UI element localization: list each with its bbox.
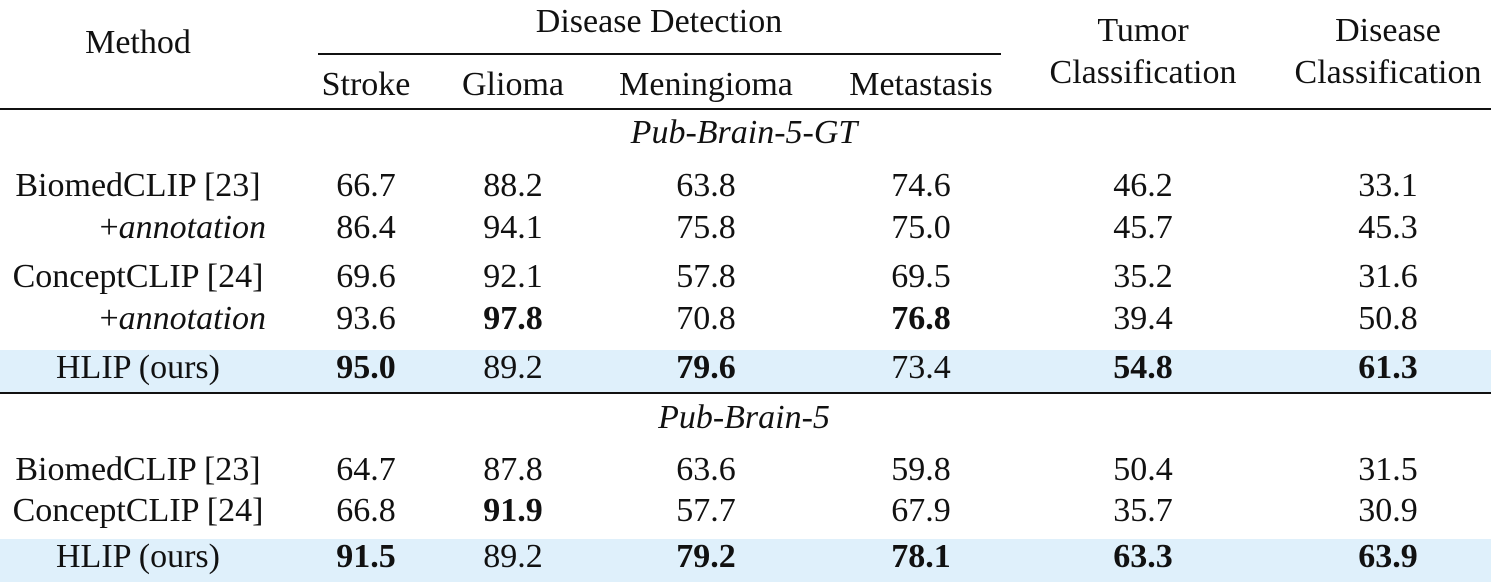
table-cell: 75.8	[676, 209, 736, 246]
table-cell: 61.3	[1358, 349, 1418, 386]
table-cell: 70.8	[676, 300, 736, 337]
table-cell: 63.9	[1358, 538, 1418, 575]
table-cell: 66.8	[336, 492, 396, 529]
group-underline	[318, 53, 1001, 55]
table-cell: 67.9	[891, 492, 951, 529]
table-cell: 45.7	[1113, 209, 1173, 246]
row-method-label: HLIP (ours)	[56, 349, 220, 386]
row-method-label: BiomedCLIP [23]	[15, 451, 261, 488]
row-method-label: HLIP (ours)	[56, 538, 220, 575]
table-cell: 63.8	[676, 167, 736, 204]
table-cell: 76.8	[891, 300, 951, 337]
table-cell: 89.2	[483, 538, 543, 575]
col-metastasis-header: Metastasis	[849, 66, 993, 103]
table-cell: 69.6	[336, 258, 396, 295]
table-cell: 50.8	[1358, 300, 1418, 337]
table-cell: 93.6	[336, 300, 396, 337]
col-tumor-header-line1: Tumor	[1097, 12, 1189, 49]
col-glioma-header: Glioma	[462, 66, 564, 103]
table-cell: 94.1	[483, 209, 543, 246]
method-header: Method	[85, 24, 191, 61]
table-cell: 59.8	[891, 451, 951, 488]
table-cell: 91.9	[483, 492, 543, 529]
row-method-label: +annotation	[99, 300, 266, 337]
table-cell: 92.1	[483, 258, 543, 295]
table-cell: 78.1	[891, 538, 951, 575]
table-cell: 95.0	[336, 349, 396, 386]
row-method-label: BiomedCLIP [23]	[15, 167, 261, 204]
section-rule	[0, 392, 1491, 394]
col-disease-header-line1: Disease	[1335, 12, 1441, 49]
header-rule	[0, 108, 1491, 110]
table-cell: 64.7	[336, 451, 396, 488]
disease-detection-header: Disease Detection	[535, 3, 783, 40]
col-stroke-header: Stroke	[321, 66, 411, 103]
table-cell: 73.4	[891, 349, 951, 386]
table-cell: 79.2	[676, 538, 736, 575]
table-cell: 97.8	[483, 300, 543, 337]
table-cell: 63.6	[676, 451, 736, 488]
row-method-label: +annotation	[99, 209, 266, 246]
table-cell: 33.1	[1358, 167, 1418, 204]
highlight-band	[0, 539, 1491, 582]
table-cell: 69.5	[891, 258, 951, 295]
col-disease-header-line2: Classification	[1294, 54, 1482, 91]
row-method-label: ConceptCLIP [24]	[12, 258, 264, 295]
table-cell: 75.0	[891, 209, 951, 246]
table-cell: 74.6	[891, 167, 951, 204]
table-cell: 87.8	[483, 451, 543, 488]
table-cell: 46.2	[1113, 167, 1173, 204]
table-cell: 54.8	[1113, 349, 1173, 386]
table-cell: 30.9	[1358, 492, 1418, 529]
col-tumor-header-line2: Classification	[1049, 54, 1237, 91]
section-title: Pub-Brain-5-GT	[630, 114, 858, 151]
table-cell: 86.4	[336, 209, 396, 246]
table-cell: 88.2	[483, 167, 543, 204]
row-method-label: ConceptCLIP [24]	[12, 492, 264, 529]
table-cell: 31.5	[1358, 451, 1418, 488]
table-cell: 31.6	[1358, 258, 1418, 295]
table-cell: 66.7	[336, 167, 396, 204]
highlight-band	[0, 350, 1491, 392]
table-cell: 39.4	[1113, 300, 1173, 337]
table-cell: 57.7	[676, 492, 736, 529]
table-cell: 79.6	[676, 349, 736, 386]
table-cell: 35.2	[1113, 258, 1173, 295]
section-title: Pub-Brain-5	[658, 399, 830, 436]
col-meningioma-header: Meningioma	[619, 66, 793, 103]
table-cell: 35.7	[1113, 492, 1173, 529]
table-cell: 91.5	[336, 538, 396, 575]
table-cell: 63.3	[1113, 538, 1173, 575]
table-cell: 50.4	[1113, 451, 1173, 488]
table-cell: 89.2	[483, 349, 543, 386]
table-cell: 57.8	[676, 258, 736, 295]
table-cell: 45.3	[1358, 209, 1418, 246]
